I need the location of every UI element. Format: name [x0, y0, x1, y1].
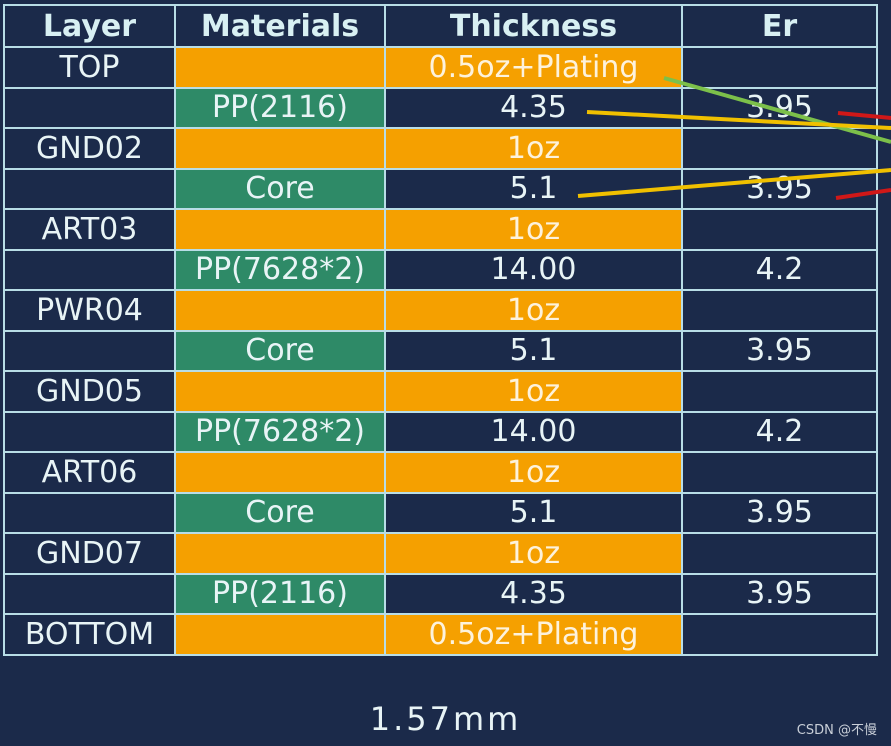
- layer-name-cell: [3, 572, 176, 615]
- thickness-cell: 1oz: [384, 451, 683, 494]
- thickness-cell: 5.1: [384, 167, 683, 210]
- layer-name-cell: GND05: [3, 370, 176, 413]
- er-cell: [681, 289, 878, 332]
- material-cell: Core: [174, 329, 386, 372]
- dielectric-layer-row: PP(2116) 4.35 3.95: [3, 86, 878, 129]
- material-cell: PP(2116): [174, 572, 386, 615]
- layer-name-cell: BOTTOM: [3, 613, 176, 656]
- dielectric-layer-row: Core 5.1 3.95: [3, 329, 878, 372]
- total-thickness: 1.57mm: [369, 700, 522, 738]
- material-cell: Core: [174, 491, 386, 534]
- thickness-cell: 14.00: [384, 248, 683, 291]
- copper-layer-row: ART03 1oz: [3, 208, 878, 251]
- header-er: Er: [681, 4, 878, 48]
- dielectric-layer-row: PP(7628*2) 14.00 4.2: [3, 248, 878, 291]
- copper-layer-row: BOTTOM 0.5oz+Plating: [3, 613, 878, 656]
- dielectric-layer-row: Core 5.1 3.95: [3, 167, 878, 210]
- er-cell: 3.95: [681, 167, 878, 210]
- material-cell: [174, 613, 386, 656]
- stackup-table: Layer Materials Thickness Er TOP 0.5oz+Pl…: [3, 4, 878, 656]
- layer-name-cell: TOP: [3, 46, 176, 89]
- layer-name-cell: [3, 248, 176, 291]
- layer-name-cell: [3, 86, 176, 129]
- thickness-cell: 1oz: [384, 127, 683, 170]
- er-cell: [681, 532, 878, 575]
- dielectric-layer-row: PP(2116) 4.35 3.95: [3, 572, 878, 615]
- header-materials: Materials: [174, 4, 386, 48]
- er-cell: [681, 613, 878, 656]
- dielectric-layer-row: PP(7628*2) 14.00 4.2: [3, 410, 878, 453]
- material-cell: [174, 370, 386, 413]
- watermark: CSDN @不慢: [796, 723, 877, 738]
- er-cell: 4.2: [681, 248, 878, 291]
- material-cell: PP(7628*2): [174, 410, 386, 453]
- header-layer: Layer: [3, 4, 176, 48]
- thickness-cell: 14.00: [384, 410, 683, 453]
- copper-layer-row: GND02 1oz: [3, 127, 878, 170]
- material-cell: [174, 46, 386, 89]
- copper-layer-row: GND07 1oz: [3, 532, 878, 575]
- thickness-cell: 0.5oz+Plating: [384, 613, 683, 656]
- material-cell: PP(2116): [174, 86, 386, 129]
- er-cell: 3.95: [681, 329, 878, 372]
- layer-name-cell: ART03: [3, 208, 176, 251]
- material-cell: Core: [174, 167, 386, 210]
- header-row: Layer Materials Thickness Er: [3, 4, 878, 48]
- thickness-cell: 0.5oz+Plating: [384, 46, 683, 89]
- dielectric-layer-row: Core 5.1 3.95: [3, 491, 878, 534]
- copper-layer-row: TOP 0.5oz+Plating: [3, 46, 878, 89]
- thickness-cell: 1oz: [384, 208, 683, 251]
- er-cell: 3.95: [681, 572, 878, 615]
- er-cell: 4.2: [681, 410, 878, 453]
- er-cell: [681, 451, 878, 494]
- layer-name-cell: [3, 329, 176, 372]
- thickness-cell: 1oz: [384, 370, 683, 413]
- er-cell: [681, 46, 878, 89]
- header-thickness: Thickness: [384, 4, 683, 48]
- er-cell: [681, 127, 878, 170]
- thickness-cell: 1oz: [384, 289, 683, 332]
- material-cell: [174, 289, 386, 332]
- layer-name-cell: ART06: [3, 451, 176, 494]
- er-cell: [681, 370, 878, 413]
- material-cell: [174, 451, 386, 494]
- material-cell: PP(7628*2): [174, 248, 386, 291]
- material-cell: [174, 532, 386, 575]
- thickness-cell: 4.35: [384, 86, 683, 129]
- copper-layer-row: PWR04 1oz: [3, 289, 878, 332]
- er-cell: [681, 208, 878, 251]
- layer-name-cell: [3, 410, 176, 453]
- layer-name-cell: [3, 491, 176, 534]
- material-cell: [174, 127, 386, 170]
- thickness-cell: 4.35: [384, 572, 683, 615]
- er-cell: 3.95: [681, 86, 878, 129]
- thickness-cell: 5.1: [384, 329, 683, 372]
- copper-layer-row: ART06 1oz: [3, 451, 878, 494]
- layer-name-cell: GND07: [3, 532, 176, 575]
- thickness-cell: 1oz: [384, 532, 683, 575]
- layer-name-cell: GND02: [3, 127, 176, 170]
- material-cell: [174, 208, 386, 251]
- er-cell: 3.95: [681, 491, 878, 534]
- thickness-cell: 5.1: [384, 491, 683, 534]
- layer-name-cell: PWR04: [3, 289, 176, 332]
- copper-layer-row: GND05 1oz: [3, 370, 878, 413]
- layer-name-cell: [3, 167, 176, 210]
